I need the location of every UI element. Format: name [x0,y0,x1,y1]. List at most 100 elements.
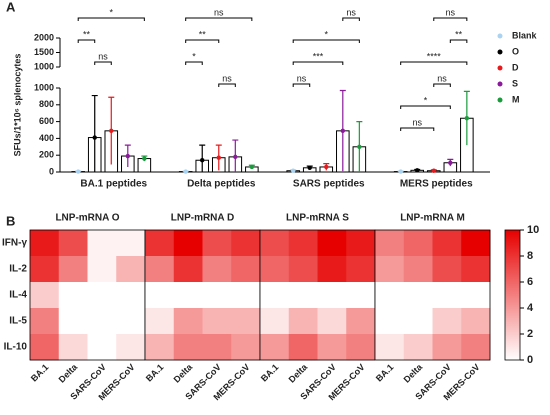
mean-dot [75,169,81,174]
heat-cell [260,230,290,257]
heat-cell [58,282,88,309]
heat-cell [87,282,117,309]
heat-cell [403,334,433,361]
significance-label: ns [222,73,232,83]
colorbar-tick-label: 4 [527,302,534,314]
heat-cell [87,256,117,283]
significance-label: * [110,7,114,17]
heat-cell [346,308,376,335]
mean-dot [415,168,420,173]
significance-bracket [185,17,253,21]
significance-label: ns [446,7,456,17]
heat-cell [461,256,491,283]
heat-cell [202,256,232,283]
heat-cell [231,334,261,361]
heat-cell [145,256,175,283]
y-tick-label: 1000 [34,61,54,71]
heat-cell [375,282,405,309]
significance-bracket [94,61,112,65]
colorbar-tick-label: 0 [527,354,533,366]
legend-marker [497,49,503,55]
mean-dot [233,154,238,160]
heat-cell [432,230,462,257]
significance-bracket [292,61,344,65]
y-tick-label: 800 [39,99,54,109]
heat-cell [145,334,175,361]
heat-cell [461,334,491,361]
mean-dot [216,155,221,160]
significance-label: **** [427,51,442,61]
heat-cell [375,230,405,257]
column-label: BA.1 [29,362,51,384]
legend-marker [497,97,503,103]
significance-bracket [292,83,311,87]
significance-label: ns [346,7,356,17]
significance-bracket [342,17,360,21]
mean-dot [448,160,453,165]
mean-dot [92,135,97,140]
heat-cell [346,282,376,309]
colorbar-tick-label: 2 [527,328,533,340]
heat-cell [58,230,88,257]
significance-bracket [77,17,145,21]
block-title: LNP-mRNA M [400,213,465,224]
heat-cell [288,334,318,361]
heat-cell [461,308,491,335]
significance-label: ns [437,73,447,83]
heat-cell [260,308,290,335]
heat-cell [317,334,347,361]
significance-bracket [218,83,236,87]
mean-dot [109,128,114,134]
mean-dot [307,165,312,170]
panel-letter: A [6,0,16,14]
heat-cell [375,256,405,283]
y-tick-label: 1000 [34,82,54,92]
colorbar [504,229,521,361]
heat-cell [317,230,347,257]
heat-cell [432,282,462,309]
mean-dot [125,153,131,159]
colorbar-tick-label: 8 [527,250,533,262]
row-label: IFN-γ [2,238,27,249]
heat-cell [403,230,433,257]
significance-bracket [400,61,468,65]
y-tick-label: 2000 [34,32,54,42]
legend-marker [497,33,503,39]
heat-cell [30,334,60,361]
heat-cell [116,230,146,257]
block-title: LNP-mRNA D [171,213,235,224]
heat-cell [202,230,232,257]
significance-bracket [400,127,435,131]
legend-label: S [512,78,518,88]
significance-label: ** [83,29,91,39]
heat-cell [116,256,146,283]
heat-cell [288,230,318,257]
significance-bracket [185,39,220,43]
heat-cell [375,334,405,361]
significance-label: ns [98,51,108,61]
colorbar-tick-label: 10 [527,224,539,236]
y-tick-label: 0 [49,166,54,176]
heat-cell [173,282,203,309]
heat-cell [116,282,146,309]
heat-cell [173,230,203,257]
heat-cell [30,282,60,309]
column-label: BA.1 [374,362,396,384]
heat-cell [432,308,462,335]
y-axis-title: SFUs/1*10⁶ splenocytes [12,54,22,157]
heat-cell [461,282,491,309]
y-tick-label: 400 [39,133,54,143]
mean-dot [324,164,329,170]
y-tick-label: 600 [39,116,54,126]
heat-cell [346,334,376,361]
heat-cell [317,308,347,335]
heat-cell [202,334,232,361]
significance-label: * [325,29,329,39]
row-label: IL-5 [9,316,27,327]
heat-cell [231,282,261,309]
significance-bracket [433,17,468,21]
heat-cell [116,308,146,335]
x-tick-label: BA.1 peptides [80,179,147,190]
heat-cell [173,256,203,283]
